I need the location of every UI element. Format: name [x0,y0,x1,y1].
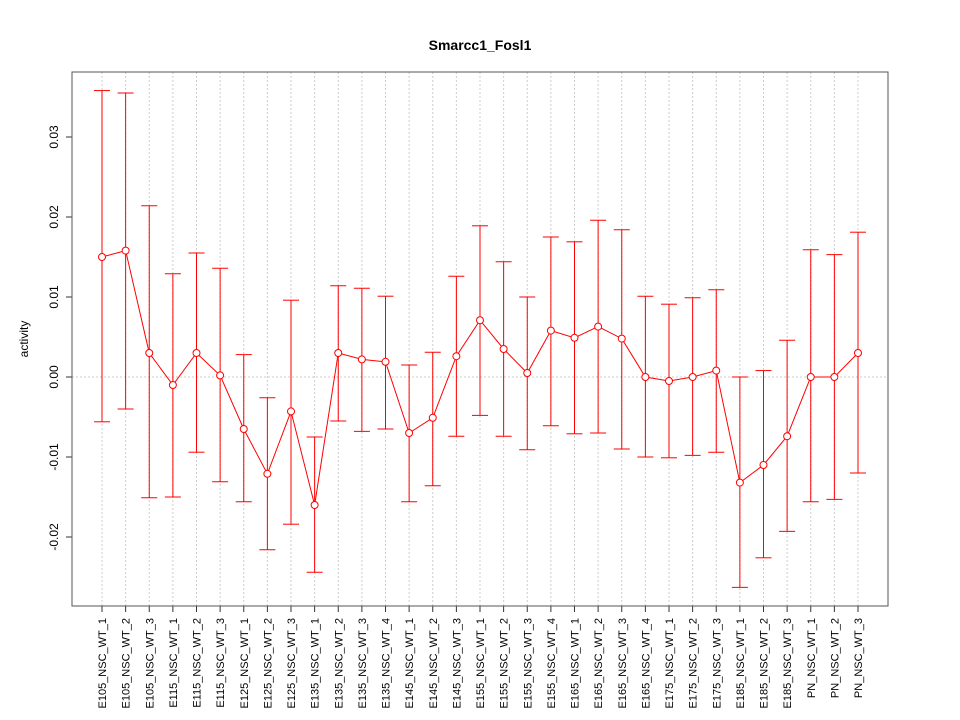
data-point [192,349,201,357]
data-point [310,501,319,509]
x-tick-label: E125_NSC_WT_2 [262,618,274,709]
data-point [854,349,862,357]
x-tick-label: E135_NSC_WT_1 [310,618,322,709]
x-tick-label: E165_NSC_WT_4 [640,618,652,709]
data-point [688,373,697,381]
data-point [381,357,390,366]
data-point [357,355,366,364]
y-tick-label: -0.01 [47,443,61,471]
x-tick-label: E115_NSC_WT_2 [192,618,204,708]
data-point [98,253,106,261]
y-axis-label: activity [17,321,31,358]
y-tick-label: -0.02 [47,523,61,551]
data-point [523,369,532,377]
x-tick-label: E135_NSC_WT_4 [381,618,393,709]
x-tick-label: E115_NSC_WT_3 [215,618,227,708]
data-point [759,461,768,469]
x-tick-label: E145_NSC_WT_2 [428,618,440,709]
data-point [216,371,225,380]
data-point [428,413,437,422]
data-point [830,373,839,381]
y-tick-label: 0.02 [47,205,61,229]
data-point [334,349,343,357]
series [94,90,866,588]
x-tick-label: E185_NSC_WT_3 [782,618,794,709]
data-point [546,326,555,335]
x-tick-label: PN_NSC_WT_3 [853,618,865,698]
x-tick-label: E175_NSC_WT_3 [711,618,723,709]
data-point [665,377,673,385]
y-axis: -0.02 -0.01 0.00 0.01 0.02 0.03 [47,125,73,551]
x-tick-label: PN_NSC_WT_1 [806,618,818,698]
chart-title: Smarcc1_Fosl1 [429,37,532,53]
x-tick-label: E125_NSC_WT_3 [286,618,298,709]
data-point [145,349,154,357]
data-point [287,407,295,416]
data-point [168,381,177,389]
x-tick-label: E165_NSC_WT_1 [570,618,582,709]
x-tick-label: E115_NSC_WT_1 [168,618,180,708]
y-tick-label: 0.01 [47,285,61,309]
x-tick-label: E105_NSC_WT_2 [121,618,133,709]
x-tick-label: E155_NSC_WT_4 [546,618,558,709]
x-tick-label: E175_NSC_WT_2 [688,618,700,709]
data-point [476,316,484,325]
x-tick-label: E105_NSC_WT_3 [144,618,156,709]
x-tick-label: E185_NSC_WT_2 [759,618,771,709]
x-tick-label: E135_NSC_WT_3 [357,618,369,709]
x-tick-label: E155_NSC_WT_3 [522,618,534,709]
data-point [570,333,579,342]
x-tick-label: E145_NSC_WT_3 [451,618,463,709]
x-tick-label: E165_NSC_WT_2 [593,618,605,709]
data-point [712,366,721,375]
data-point [452,352,461,361]
x-tick-label: E175_NSC_WT_1 [664,618,676,709]
data-point [499,345,508,353]
x-tick-label: E135_NSC_WT_2 [333,618,345,709]
x-tick-label: PN_NSC_WT_2 [829,618,841,698]
y-tick-label: 0.00 [47,365,61,389]
data-point [263,469,272,478]
data-point [806,373,815,381]
data-point [641,373,650,381]
x-tick-label: E155_NSC_WT_1 [475,618,487,709]
data-point [783,432,792,441]
x-axis: E105_NSC_WT_1 E105_NSC_WT_2 E105_NSC_WT_3 E… [97,605,865,709]
x-tick-label: E155_NSC_WT_2 [499,618,511,709]
data-point [594,322,603,331]
x-tick-label: E165_NSC_WT_3 [617,618,629,709]
data-point [121,246,130,255]
data-point [735,478,744,487]
x-tick-label: E145_NSC_WT_1 [404,618,416,709]
x-tick-label: E125_NSC_WT_1 [239,618,251,709]
y-tick-label: 0.03 [47,125,61,149]
data-point [239,425,248,433]
data-point [617,334,626,343]
grid [72,72,888,606]
plot-frame [71,71,889,607]
x-tick-label: E105_NSC_WT_1 [97,618,109,709]
x-tick-label: E185_NSC_WT_1 [735,618,747,709]
data-point [405,429,414,437]
